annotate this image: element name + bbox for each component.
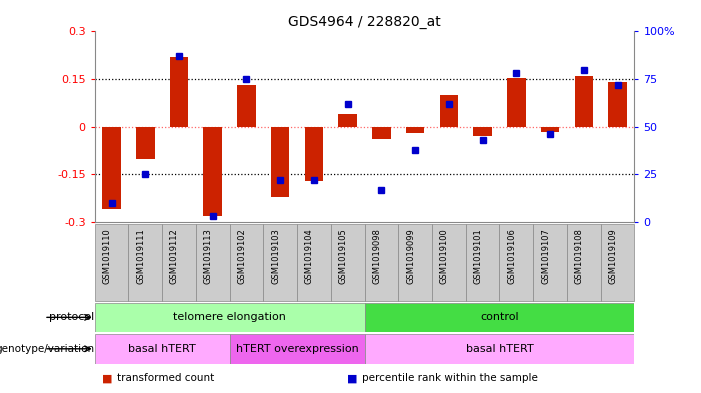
Bar [331,224,365,301]
Text: GSM1019106: GSM1019106 [508,228,517,284]
Bar [305,127,323,181]
Bar [540,127,559,132]
Bar [95,334,230,364]
Bar [365,334,634,364]
Text: GSM1019104: GSM1019104 [305,228,314,284]
Bar [297,224,331,301]
Bar [406,127,424,133]
Text: GSM1019107: GSM1019107 [541,228,550,284]
Bar [170,57,189,127]
Bar [465,224,499,301]
Text: control: control [480,312,519,322]
Bar [196,224,230,301]
Bar [365,224,398,301]
Bar [575,76,593,127]
Text: ■: ■ [347,373,358,383]
Text: GSM1019111: GSM1019111 [136,228,145,284]
Bar [567,224,601,301]
Bar [136,127,154,158]
Text: GSM1019101: GSM1019101 [474,228,482,284]
Text: GSM1019102: GSM1019102 [238,228,247,284]
Text: GSM1019100: GSM1019100 [440,228,449,284]
Bar [440,95,458,127]
Bar [372,127,390,140]
Text: telomere elongation: telomere elongation [173,312,286,322]
Bar [339,114,357,127]
Text: basal hTERT: basal hTERT [465,344,533,354]
Text: GSM1019098: GSM1019098 [372,228,381,284]
Text: transformed count: transformed count [117,373,215,383]
Text: percentile rank within the sample: percentile rank within the sample [362,373,538,383]
Bar [95,224,128,301]
Text: genotype/variation: genotype/variation [0,344,95,354]
Title: GDS4964 / 228820_at: GDS4964 / 228820_at [288,15,441,29]
Bar [230,334,365,364]
Bar [398,224,432,301]
Bar [271,127,290,196]
Bar [601,224,634,301]
Text: basal hTERT: basal hTERT [128,344,196,354]
Bar [128,224,162,301]
Text: GSM1019103: GSM1019103 [271,228,280,284]
Bar [473,127,492,136]
Bar [237,85,256,127]
Bar [499,224,533,301]
Bar [432,224,465,301]
Text: ■: ■ [102,373,112,383]
Text: GSM1019099: GSM1019099 [406,228,415,284]
Bar [365,303,634,332]
Bar [533,224,567,301]
Text: GSM1019108: GSM1019108 [575,228,584,284]
Bar [264,224,297,301]
Bar [95,303,365,332]
Bar [203,127,222,216]
Text: GSM1019105: GSM1019105 [339,228,348,284]
Bar [608,82,627,127]
Text: GSM1019113: GSM1019113 [204,228,212,284]
Text: protocol: protocol [49,312,95,322]
Bar [507,77,526,127]
Text: GSM1019112: GSM1019112 [170,228,179,284]
Bar [102,127,121,209]
Text: GSM1019109: GSM1019109 [608,228,618,284]
Text: GSM1019110: GSM1019110 [102,228,111,284]
Text: hTERT overexpression: hTERT overexpression [236,344,358,354]
Bar [230,224,264,301]
Bar [162,224,196,301]
